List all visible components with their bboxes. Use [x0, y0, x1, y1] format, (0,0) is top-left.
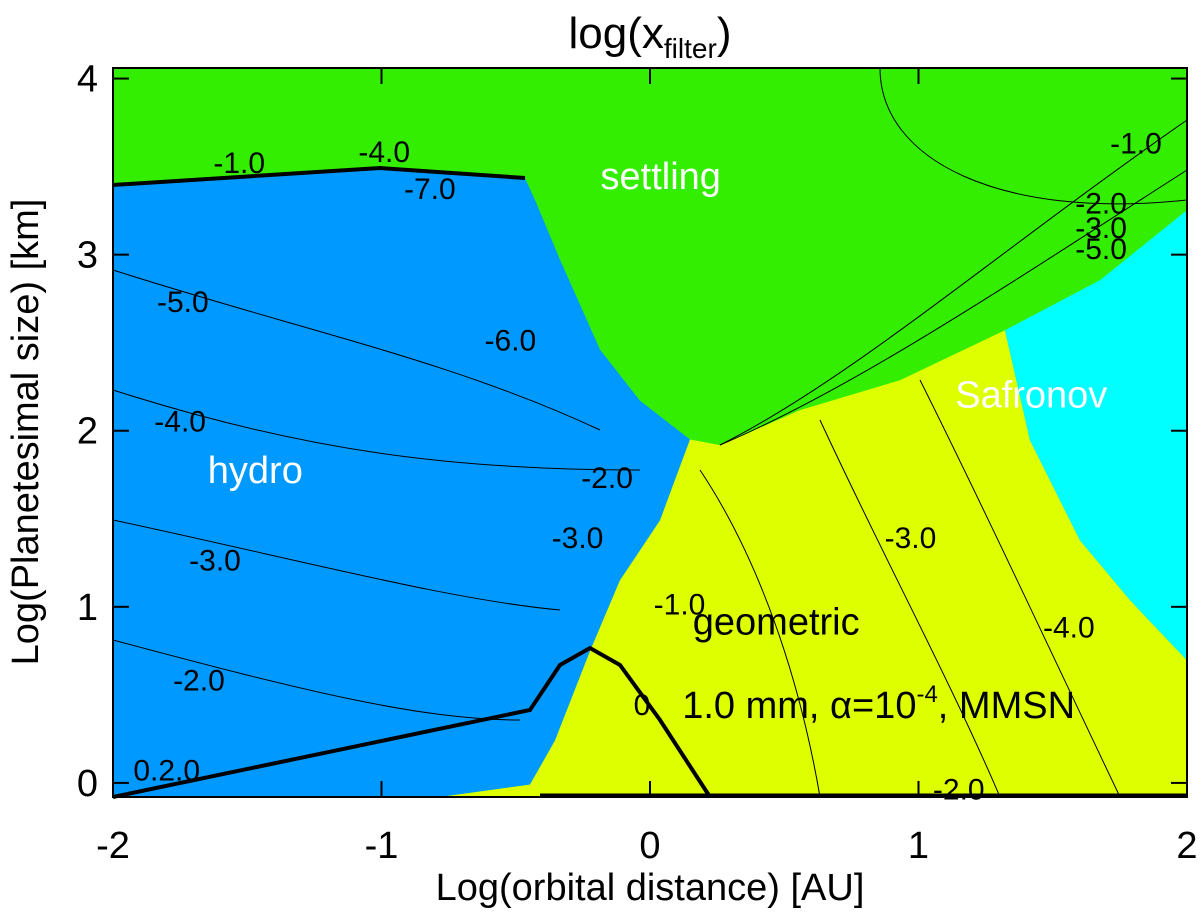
chart-title: log(xfilter): [569, 9, 732, 64]
contour-label: -3.0: [189, 545, 241, 578]
contour-label: 0.2.0: [133, 754, 200, 787]
title-end: ): [717, 9, 732, 58]
contour-label: -4.0: [154, 406, 206, 439]
contour-label: -2.0: [581, 462, 633, 495]
region: [440, 330, 1188, 797]
contour-label: -1.0: [1110, 127, 1162, 160]
contour-line: [112, 269, 601, 431]
title-subscript: filter: [664, 33, 717, 64]
contour-label: -2.0: [933, 774, 985, 807]
contour-label: -2.0: [173, 664, 225, 697]
contour-line: [919, 379, 1121, 798]
region-label: hydro: [208, 450, 303, 492]
region: [113, 168, 691, 797]
contour-line: [699, 469, 821, 798]
region-label: geometric: [693, 601, 860, 643]
x-tick-label: -2: [96, 825, 130, 867]
contour-line: [719, 119, 1188, 446]
labels: settling hydro geometric Safronov -1.0 -4.0 -7…: [133, 127, 1162, 806]
contour-label: -2.0: [1075, 187, 1127, 220]
contour-line: [112, 165, 526, 187]
contour-label: -5.0: [1075, 233, 1127, 266]
contour-label: 0: [634, 689, 651, 722]
contour-label: -3.0: [552, 522, 604, 555]
y-tick-label: 4: [77, 59, 98, 101]
annotation-end: , MMSN: [938, 685, 1075, 727]
contour-line: [879, 67, 1188, 205]
y-tick-label: 0: [77, 763, 98, 805]
region: [1004, 210, 1187, 661]
y-tick-label: 2: [77, 411, 98, 453]
contour-line: [112, 645, 712, 799]
title-main: log(x: [569, 9, 664, 58]
contour-lines: [112, 67, 1188, 799]
contour-label: -1.0: [654, 589, 706, 622]
contour-line: [112, 519, 561, 611]
contour-line: [112, 639, 521, 721]
x-tick-label: 0: [639, 825, 660, 867]
contour-line: [819, 419, 1001, 798]
annotation-superscript: -4: [916, 681, 937, 708]
contour-label: -1.0: [213, 147, 265, 180]
contour-line: [719, 169, 1188, 446]
x-axis-label: Log(orbital distance) [AU]: [436, 867, 865, 909]
annotation-main: 1.0 mm, α=10: [682, 685, 916, 727]
contour-line: [112, 389, 641, 471]
y-tick-label: 1: [77, 587, 98, 629]
contour-label: -3.0: [885, 522, 937, 555]
contour-label: -4.0: [1043, 612, 1095, 645]
contour-label: -5.0: [157, 286, 209, 319]
contour-label: -4.0: [358, 136, 410, 169]
regions: [113, 68, 1188, 797]
contour-label: -3.0: [1075, 212, 1127, 245]
contour-label: -7.0: [404, 173, 456, 206]
annotation: 1.0 mm, α=10-4, MMSN: [682, 681, 1075, 727]
region-label: settling: [601, 156, 721, 198]
region-label: Safronov: [955, 374, 1107, 416]
x-tick-label: 2: [1176, 825, 1197, 867]
x-tick-label: 1: [908, 825, 929, 867]
x-tick-label: -1: [365, 825, 399, 867]
y-tick-label: 3: [77, 235, 98, 277]
contour-label: -6.0: [485, 325, 537, 358]
y-axis-label: Log(Planetesimal size) [km]: [5, 199, 47, 666]
